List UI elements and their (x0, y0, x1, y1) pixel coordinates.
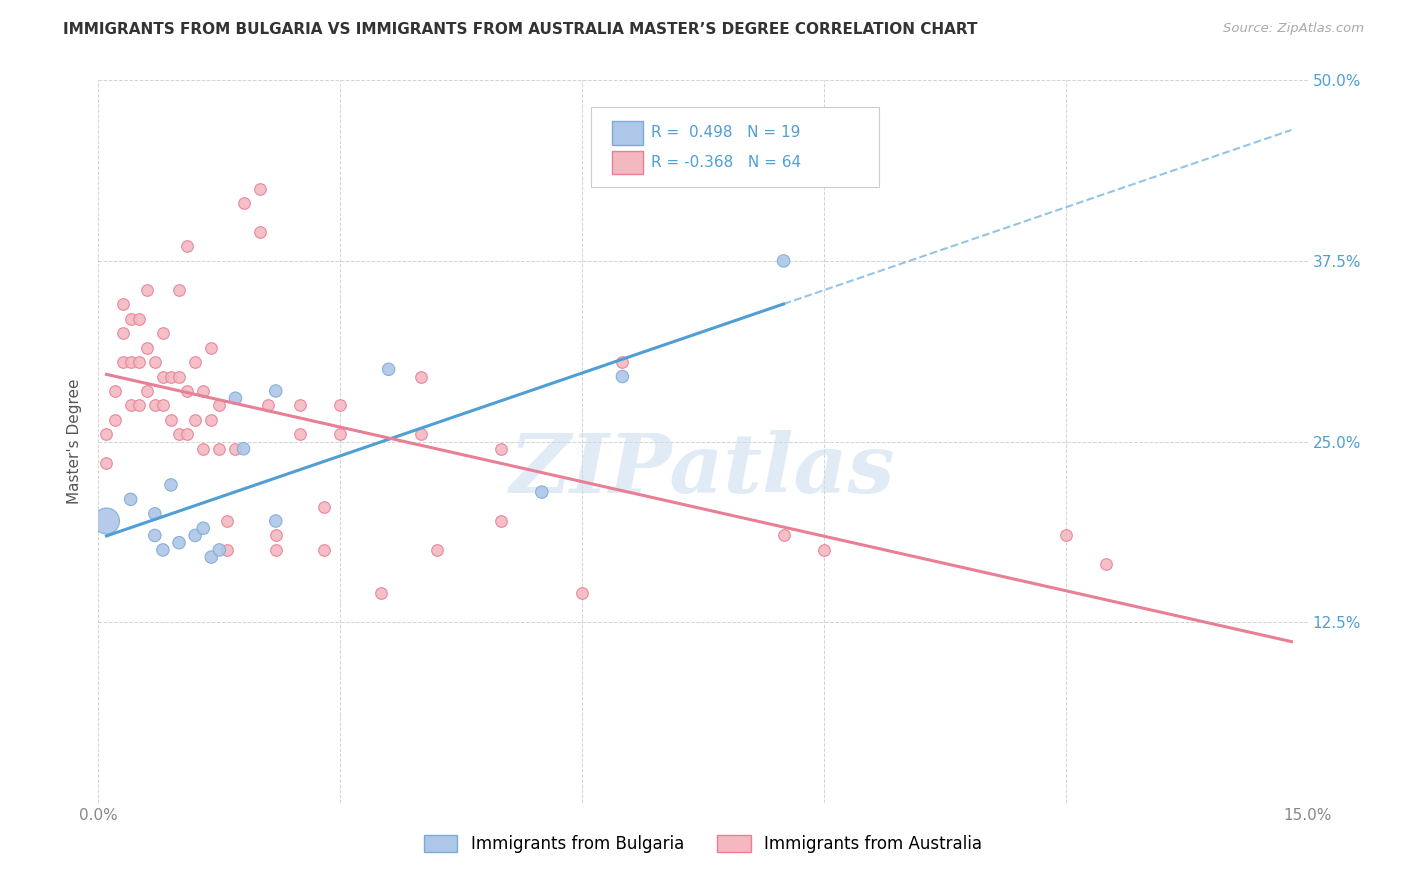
Point (135, 283, 157, 297)
Point (143, 507, 166, 521)
Point (176, 384, 198, 398)
Point (120, 492, 142, 507)
Point (329, 427, 352, 442)
Point (128, 311, 150, 326)
Point (184, 528, 207, 542)
Point (193, 521, 215, 535)
Point (813, 542, 835, 557)
Point (200, 550, 222, 565)
Point (288, 427, 311, 442)
Point (264, 542, 287, 557)
Point (208, 398, 231, 412)
Point (264, 384, 287, 398)
Point (224, 442, 246, 456)
Point (772, 528, 794, 542)
Point (612, 369, 634, 384)
Point (120, 311, 142, 326)
Point (329, 398, 352, 412)
Point (193, 442, 215, 456)
Point (143, 355, 166, 369)
Point (160, 413, 183, 427)
Text: ZIPatlas: ZIPatlas (510, 431, 896, 510)
Point (96, 456, 118, 470)
Point (217, 514, 239, 528)
Point (111, 297, 134, 311)
Point (111, 355, 134, 369)
Point (426, 542, 449, 557)
Point (1054, 528, 1077, 542)
Point (249, 225, 271, 239)
Point (772, 253, 794, 268)
Point (103, 413, 125, 427)
Point (530, 485, 553, 500)
Point (256, 398, 278, 412)
Point (571, 586, 593, 600)
Point (167, 427, 190, 442)
Point (167, 369, 190, 384)
Text: R =  0.498   N = 19: R = 0.498 N = 19 (651, 126, 800, 140)
Point (120, 355, 142, 369)
Point (370, 586, 392, 600)
Point (249, 182, 271, 196)
Point (167, 535, 190, 549)
Point (224, 391, 246, 405)
Legend: Immigrants from Bulgaria, Immigrants from Australia: Immigrants from Bulgaria, Immigrants fro… (418, 828, 988, 860)
Point (232, 442, 254, 456)
Y-axis label: Master's Degree: Master's Degree (67, 379, 83, 504)
Point (96, 427, 118, 442)
Point (314, 542, 336, 557)
Point (208, 442, 231, 456)
Point (264, 514, 287, 528)
Point (111, 326, 134, 340)
Text: IMMIGRANTS FROM BULGARIA VS IMMIGRANTS FROM AUSTRALIA MASTER’S DEGREE CORRELATIO: IMMIGRANTS FROM BULGARIA VS IMMIGRANTS F… (63, 22, 977, 37)
Point (152, 398, 174, 412)
Point (232, 196, 254, 211)
Point (96, 514, 118, 528)
Point (1095, 558, 1118, 572)
Point (152, 542, 174, 557)
Text: R = -0.368   N = 64: R = -0.368 N = 64 (651, 155, 801, 169)
Point (143, 398, 166, 412)
Point (128, 355, 150, 369)
Point (409, 369, 432, 384)
Point (612, 355, 634, 369)
Point (491, 442, 513, 456)
Point (200, 341, 222, 355)
Point (176, 239, 198, 253)
Point (167, 283, 190, 297)
Point (491, 514, 513, 528)
Point (208, 542, 231, 557)
Point (217, 542, 239, 557)
Point (200, 413, 222, 427)
Point (120, 398, 142, 412)
Text: Source: ZipAtlas.com: Source: ZipAtlas.com (1223, 22, 1364, 36)
Point (143, 528, 166, 542)
Point (176, 427, 198, 442)
Point (135, 341, 157, 355)
Point (264, 528, 287, 542)
Point (377, 362, 399, 376)
Point (128, 398, 150, 412)
Point (160, 369, 183, 384)
Point (160, 478, 183, 492)
Point (409, 427, 432, 442)
Point (193, 384, 215, 398)
Point (152, 326, 174, 340)
Point (135, 384, 157, 398)
Point (103, 384, 125, 398)
Point (288, 398, 311, 412)
Point (184, 413, 207, 427)
Point (184, 355, 207, 369)
Point (314, 500, 336, 514)
Point (152, 369, 174, 384)
